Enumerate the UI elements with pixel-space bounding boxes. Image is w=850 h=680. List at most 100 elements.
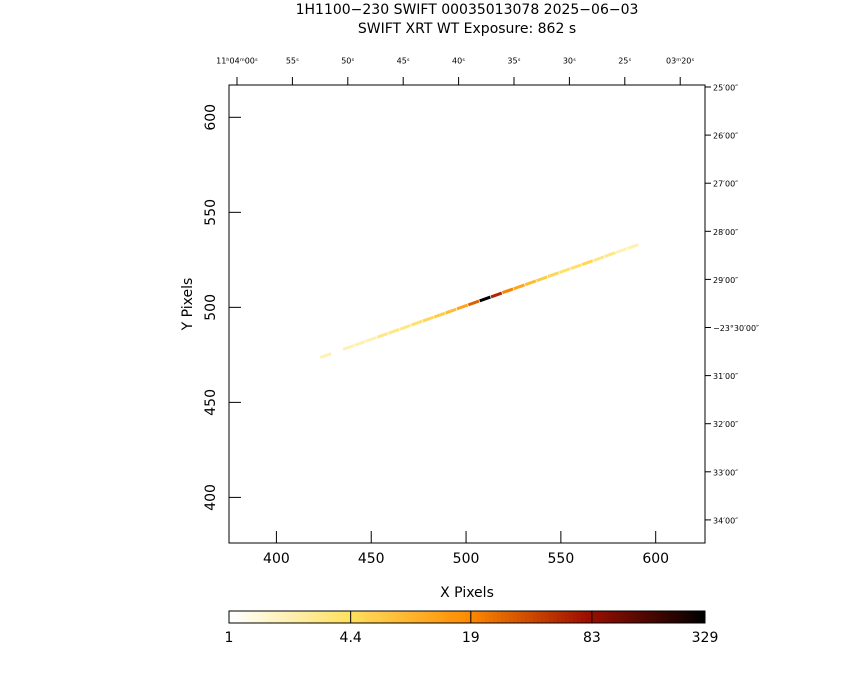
colorbar-cell <box>377 611 382 623</box>
dec-label: 31′00″ <box>713 372 738 381</box>
pixel <box>410 319 423 327</box>
colorbar-cell <box>437 611 442 623</box>
colorbar-cell <box>325 611 330 623</box>
colorbar-cell <box>389 611 394 623</box>
colorbar-cell <box>561 611 566 623</box>
colorbar-cell <box>473 611 478 623</box>
colorbar-tick-label: 19 <box>462 630 480 646</box>
colorbar-cell <box>309 611 314 623</box>
colorbar-cell <box>541 611 546 623</box>
colorbar-cell <box>625 611 630 623</box>
colorbar-cell <box>657 611 662 623</box>
colorbar-cell <box>457 611 462 623</box>
pixel <box>558 267 571 274</box>
ra-label: 55ˢ <box>286 57 299 66</box>
dec-label: 29′00″ <box>713 276 738 285</box>
colorbar-cell <box>629 611 634 623</box>
colorbar-cell <box>617 611 622 623</box>
colorbar-cell <box>365 611 370 623</box>
colorbar-cell <box>381 611 386 623</box>
colorbar-cell <box>373 611 378 623</box>
colorbar-cell <box>505 611 510 623</box>
dec-label: 27′00″ <box>713 180 738 189</box>
colorbar-cell <box>521 611 526 623</box>
colorbar-cell <box>317 611 322 623</box>
colorbar-cell <box>465 611 470 623</box>
colorbar-cell <box>237 611 242 623</box>
pixel <box>638 239 651 246</box>
plot-frame <box>228 84 706 544</box>
x-tick-label: 600 <box>642 551 669 567</box>
colorbar-cell <box>281 611 286 623</box>
pixel <box>331 348 343 355</box>
colorbar-cell <box>673 611 678 623</box>
colorbar-cell <box>401 611 406 623</box>
x-axis-label: X Pixels <box>440 585 494 601</box>
pixel <box>445 307 457 315</box>
colorbar-cell <box>485 611 490 623</box>
colorbar-cell <box>489 611 494 623</box>
colorbar-cell <box>665 611 670 623</box>
colorbar-cell <box>273 611 278 623</box>
pixel <box>365 335 378 343</box>
colorbar-cell <box>513 611 518 623</box>
x-tick-label: 550 <box>548 551 575 567</box>
colorbar-cell <box>337 611 342 623</box>
colorbar-cell <box>533 611 538 623</box>
pixel <box>456 303 469 311</box>
colorbar-cell <box>449 611 454 623</box>
colorbar-cell <box>233 611 238 623</box>
pixel <box>433 311 446 319</box>
colorbar-cell <box>661 611 666 623</box>
colorbar-cell <box>385 611 390 623</box>
colorbar-cell <box>613 611 618 623</box>
pixel <box>524 279 537 287</box>
colorbar-cell <box>573 611 578 623</box>
colorbar-cell <box>553 611 558 623</box>
colorbar-cell <box>393 611 398 623</box>
colorbar-cell <box>269 611 274 623</box>
colorbar-cell <box>429 611 434 623</box>
colorbar-cell <box>369 611 374 623</box>
colorbar-cell <box>581 611 586 623</box>
colorbar-cell <box>285 611 290 623</box>
colorbar-cell <box>257 611 262 623</box>
pixel <box>308 356 321 363</box>
ra-label: 35ˢ <box>507 57 520 66</box>
colorbar-cell <box>525 611 530 623</box>
dec-label: 33′00″ <box>713 468 738 477</box>
pixel <box>388 327 400 335</box>
colorbar-cell <box>329 611 334 623</box>
colorbar-tick-label: 4.4 <box>340 630 362 646</box>
colorbar-cell <box>277 611 282 623</box>
colorbar-cell <box>253 611 258 623</box>
colorbar-cell <box>353 611 358 623</box>
colorbar-cell <box>301 611 306 623</box>
pixel <box>479 295 491 303</box>
y-tick-label: 500 <box>203 294 219 321</box>
colorbar-cell <box>649 611 654 623</box>
colorbar-cell <box>677 611 682 623</box>
y-tick-label: 600 <box>203 104 219 131</box>
pixel <box>615 247 628 254</box>
colorbar-cell <box>701 611 706 623</box>
pixel <box>581 259 594 267</box>
colorbar-cell <box>633 611 638 623</box>
pixel <box>422 315 434 323</box>
colorbar-cell <box>461 611 466 623</box>
colorbar-cell <box>517 611 522 623</box>
colorbar-cell <box>653 611 658 623</box>
colorbar-cell <box>261 611 266 623</box>
pixel <box>353 340 366 347</box>
colorbar-cell <box>421 611 426 623</box>
colorbar-cell <box>333 611 338 623</box>
colorbar-cell <box>397 611 402 623</box>
ra-label: 40ˢ <box>452 57 465 66</box>
colorbar-cell <box>229 611 234 623</box>
colorbar-cell <box>441 611 446 623</box>
colorbar-cell <box>417 611 422 623</box>
chart-subtitle: SWIFT XRT WT Exposure: 862 s <box>358 21 576 37</box>
pixel <box>570 263 582 270</box>
colorbar-cell <box>313 611 318 623</box>
